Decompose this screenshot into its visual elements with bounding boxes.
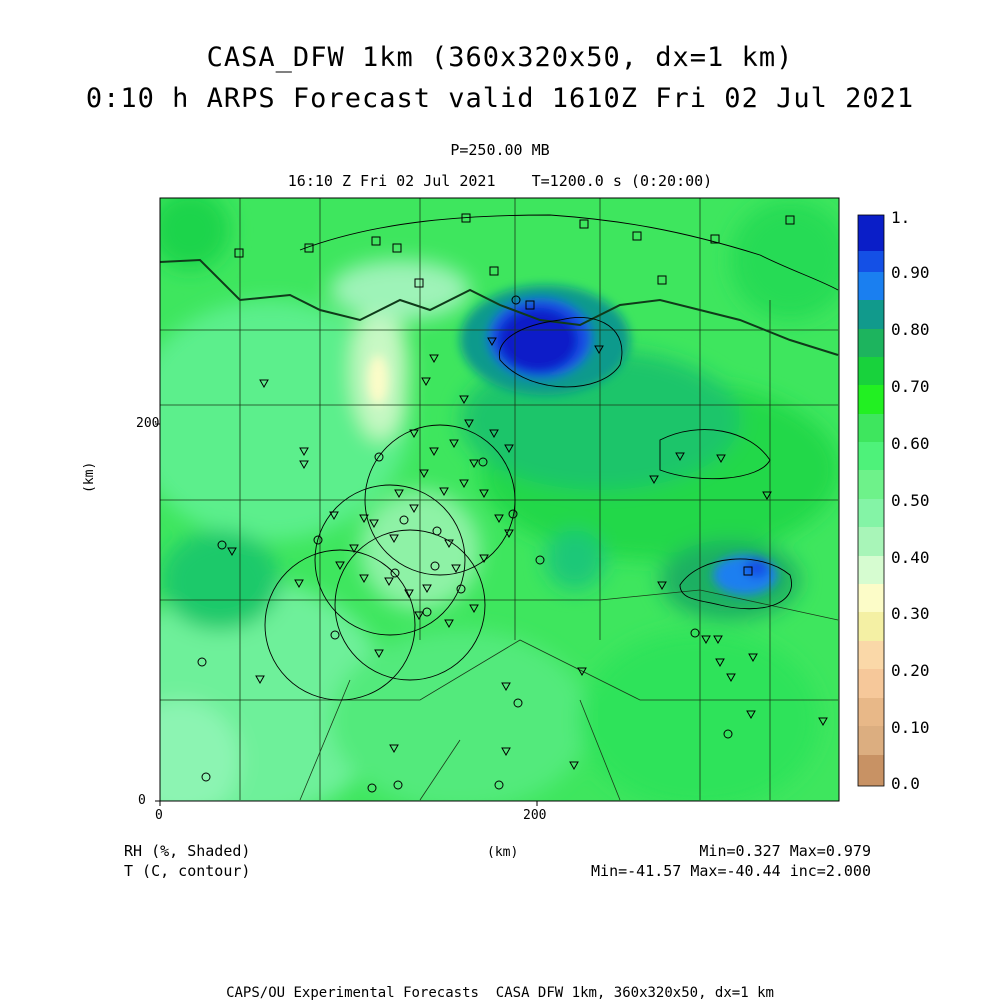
county-boundaries — [160, 198, 839, 801]
colorbar-label: 0.60 — [891, 434, 930, 453]
y-tick-0: 0 — [138, 793, 146, 808]
valid-time: 16:10 Z Fri 02 Jul 2021 T=1200.0 s (0:20… — [287, 172, 713, 190]
x-axis-label: (km) — [487, 845, 519, 860]
plot-frame — [159, 197, 840, 802]
contour-field-label: T (C, contour) — [124, 862, 251, 880]
rh-field — [160, 198, 839, 801]
colorbar-label: 0.10 — [891, 718, 930, 737]
state-boundary — [160, 258, 839, 356]
colorbar-label: 0.0 — [891, 774, 920, 793]
map-title: CASA_DFW 1km (360x320x50, dx=1 km) — [206, 42, 794, 73]
colorbar-label: 0.50 — [891, 491, 930, 510]
colorbar-label: 1. — [891, 208, 911, 227]
station-markers-square — [234, 213, 795, 576]
shaded-min-max: Min=0.327 Max=0.979 — [699, 842, 871, 860]
pressure-level: P=250.00 MB — [450, 141, 550, 159]
x-tick-200: 200 — [523, 808, 547, 823]
y-axis-label: (km) — [82, 461, 97, 493]
colorbar-label: 0.70 — [891, 377, 930, 396]
x-tick-0: 0 — [155, 808, 163, 823]
colorbar-label: 0.90 — [891, 263, 930, 282]
station-markers-circle — [197, 295, 733, 793]
axis-ticks — [155, 423, 538, 806]
colorbar-label: 0.30 — [891, 604, 930, 623]
shaded-field-label: RH (%, Shaded) — [124, 842, 251, 860]
y-tick-200: 200 — [136, 416, 160, 431]
footer-credit: CAPS/OU Experimental Forecasts CASA DFW … — [226, 985, 774, 1001]
colorbar — [857, 214, 885, 787]
contour-min-max: Min=-41.57 Max=-40.44 inc=2.000 — [591, 862, 871, 880]
temperature-contours — [299, 214, 839, 610]
colorbar-label: 0.80 — [891, 320, 930, 339]
station-markers-triangle — [227, 337, 828, 771]
colorbar-label: 0.40 — [891, 548, 930, 567]
colorbar-label: 0.20 — [891, 661, 930, 680]
forecast-title: 0:10 h ARPS Forecast valid 1610Z Fri 02 … — [85, 83, 915, 114]
radar-range-rings — [264, 424, 516, 701]
